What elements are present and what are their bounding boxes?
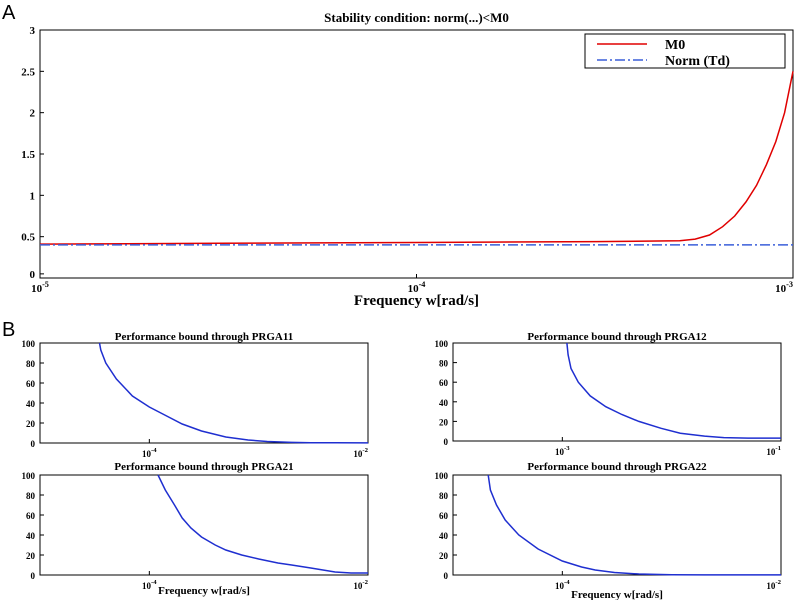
y-tick-label: 60 [439, 378, 449, 388]
chart-prga12: Performance bound through PRGA12 0 20 40 60 8… [435, 331, 782, 457]
chart-stability: Stability condition: norm(...)<M0 0 0.5 1 1.… [21, 10, 794, 309]
y-tick-label: 0.5 [21, 232, 35, 244]
plot-area [39, 342, 369, 444]
series-line [566, 342, 781, 439]
y-tick-label: 40 [439, 398, 449, 408]
x-tick-label: 10-2 [766, 579, 781, 591]
y-tick-label: 80 [26, 359, 36, 369]
y-tick-label: 1.5 [21, 149, 35, 161]
y-tick-label: 40 [26, 399, 36, 409]
series-line [487, 474, 781, 576]
series-line [98, 342, 369, 444]
y-tick-label: 0 [30, 269, 36, 281]
y-tick-label: 0 [31, 571, 36, 581]
chart-title: Performance bound through PRGA22 [527, 461, 707, 473]
y-tick-label: 60 [439, 511, 449, 521]
y-tick-label: 0 [444, 571, 449, 581]
chart-title: Stability condition: norm(...)<M0 [324, 10, 509, 25]
y-tick-label: 60 [26, 379, 36, 389]
plot-area [452, 342, 782, 442]
panel-b-letter: B [2, 319, 15, 341]
panel-a-letter: A [2, 2, 16, 24]
y-tick-label: 20 [439, 551, 449, 561]
x-axis-label: Frequency w[rad/s] [354, 293, 479, 309]
x-axis-label: Frequency w[rad/s] [571, 589, 663, 600]
y-tick-label: 0 [444, 437, 449, 447]
y-tick-label: 100 [22, 339, 36, 349]
y-tick-label: 80 [439, 491, 449, 501]
y-tick-label: 0 [31, 439, 36, 449]
y-tick-label: 100 [22, 471, 36, 481]
y-tick-label: 40 [439, 531, 449, 541]
y-tick-label: 20 [26, 419, 36, 429]
y-tick-label: 3 [30, 25, 36, 37]
y-tick-label: 80 [439, 359, 449, 369]
chart-title: Performance bound through PRGA12 [527, 331, 707, 343]
legend-label: M0 [665, 38, 685, 53]
chart-prga22: Performance bound through PRGA22 0 20 40 60 8… [435, 461, 782, 600]
x-tick-label: 10-1 [766, 445, 781, 457]
y-tick-label: 20 [439, 417, 449, 427]
plot-area [452, 474, 782, 576]
chart-title: Performance bound through PRGA11 [115, 331, 294, 343]
y-tick-label: 40 [26, 531, 36, 541]
chart-prga11: Performance bound through PRGA11 0 20 40 60 8… [22, 331, 369, 459]
x-tick-label: 10-5 [31, 280, 49, 295]
series-line-m0 [39, 71, 794, 245]
chart-title: Performance bound through PRGA21 [114, 461, 293, 473]
y-tick-label: 2 [30, 108, 36, 120]
x-tick-label: 10-4 [408, 280, 426, 295]
y-tick-label: 20 [26, 551, 36, 561]
y-tick-label: 60 [26, 511, 36, 521]
plot-area [39, 474, 369, 576]
series-line [157, 474, 368, 574]
x-tick-label: 10-3 [555, 445, 570, 457]
x-axis-label: Frequency w[rad/s] [158, 585, 250, 597]
y-tick-label: 100 [435, 471, 449, 481]
chart-prga21: Performance bound through PRGA21 0 20 40 60 8… [22, 461, 369, 597]
x-tick-label: 10-3 [775, 280, 793, 295]
x-tick-label: 10-4 [555, 579, 570, 591]
y-tick-label: 100 [435, 339, 449, 349]
legend-label: Norm (Td) [665, 54, 730, 69]
x-tick-label: 10-2 [353, 447, 368, 459]
y-tick-label: 2.5 [21, 66, 35, 78]
x-tick-label: 10-2 [353, 579, 368, 591]
y-tick-label: 1 [30, 190, 36, 202]
legend-box [584, 33, 786, 69]
y-tick-label: 80 [26, 491, 36, 501]
x-tick-label: 10-4 [142, 579, 157, 591]
x-tick-label: 10-4 [142, 447, 157, 459]
